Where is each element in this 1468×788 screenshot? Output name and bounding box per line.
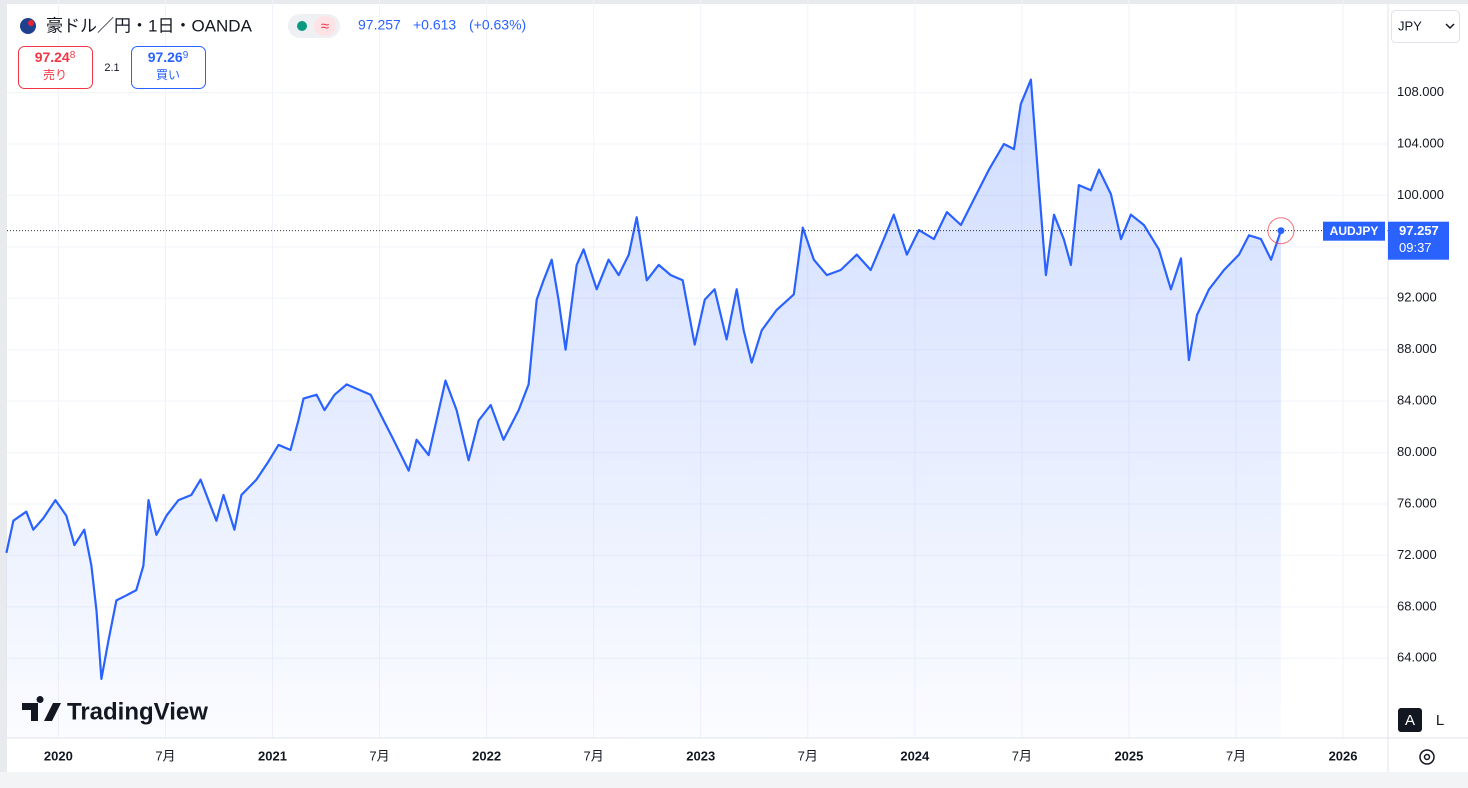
x-tick-label: 7月 (369, 748, 389, 763)
auto-scale-label: A (1405, 712, 1415, 729)
chevron-icon (1445, 23, 1455, 30)
currency: JPY (1398, 18, 1422, 33)
x-tick-label: 7月 (798, 748, 818, 763)
buy-price: 97.269 (148, 49, 189, 65)
log-scale-label[interactable]: L (1436, 712, 1444, 729)
currency-select[interactable] (1391, 10, 1460, 43)
x-tick-label: 7月 (1226, 748, 1246, 763)
sell-button[interactable] (18, 46, 93, 89)
buy-button[interactable] (131, 46, 206, 89)
logo-text: TradingView (67, 698, 208, 725)
x-tick-label: 2026 (1329, 748, 1358, 763)
delayed-icon: ≈ (321, 18, 329, 35)
sell-price-main: 97.24 (35, 49, 70, 65)
auto-scale-button[interactable] (1398, 708, 1422, 732)
symbol-title: 豪ドル／円・1日・OANDA (46, 15, 253, 35)
x-tick-label: 2020 (44, 748, 73, 763)
delayed-badge (314, 16, 336, 36)
y-tick-label: 100.000 (1397, 187, 1444, 202)
logo-icon (22, 696, 61, 721)
x-tick-label: 2025 (1114, 748, 1143, 763)
settings-icon (1423, 753, 1431, 761)
ticker-label-bg (1323, 221, 1385, 241)
market-open-dot (297, 21, 307, 31)
y-tick-label: 72.000 (1397, 547, 1437, 562)
sell-label: 売り (43, 67, 67, 82)
buy-price-main: 97.26 (148, 49, 183, 65)
price-label: 97.257 (1399, 223, 1439, 238)
x-tick-label: 7月 (155, 748, 175, 763)
sell-pip: 8 (70, 50, 76, 61)
frame (0, 772, 1468, 788)
buy-pip: 9 (183, 50, 189, 61)
flag-icon (20, 18, 36, 34)
sell-price: 97.248 (35, 49, 76, 65)
x-tick-label: 2022 (472, 748, 501, 763)
y-tick-label: 80.000 (1397, 444, 1437, 459)
x-tick-label: 2023 (686, 748, 715, 763)
y-tick-label: 76.000 (1397, 495, 1437, 510)
last-point (1277, 227, 1285, 235)
plot (5, 78, 1388, 738)
y-tick-label: 84.000 (1397, 393, 1437, 408)
x-tick-label: 7月 (584, 748, 604, 763)
area-fill (6, 79, 1281, 738)
y-tick-label: 108.000 (1397, 84, 1444, 99)
x-tick-label: 2021 (258, 748, 287, 763)
price-labels: AUDJPY 97.257 09:37 (1323, 221, 1449, 260)
price-label-bg (1388, 221, 1449, 260)
x-tick-label: 2024 (900, 748, 930, 763)
countdown-label: 09:37 (1399, 240, 1432, 255)
settings-icon[interactable] (1419, 749, 1435, 765)
y-tick-label: 64.000 (1397, 650, 1437, 665)
price: 97.257 (358, 17, 401, 33)
ticker-label: AUDJPY (1330, 224, 1379, 238)
flag-icon (28, 20, 34, 26)
frame (0, 0, 7, 788)
y-tick-label: 68.000 (1397, 598, 1437, 613)
y-tick-label: 88.000 (1397, 341, 1437, 356)
spread: 2.1 (104, 62, 119, 74)
x-tick-label: 7月 (1012, 748, 1032, 763)
change: +0.613 (413, 17, 456, 33)
last-point-ring (1267, 217, 1295, 245)
buy-label: 買い (156, 68, 180, 82)
change-percent: (+0.63%) (469, 17, 526, 33)
y-tick-label: 92.000 (1397, 290, 1437, 305)
frame (0, 0, 1468, 4)
y-tick-label: 104.000 (1397, 135, 1444, 150)
